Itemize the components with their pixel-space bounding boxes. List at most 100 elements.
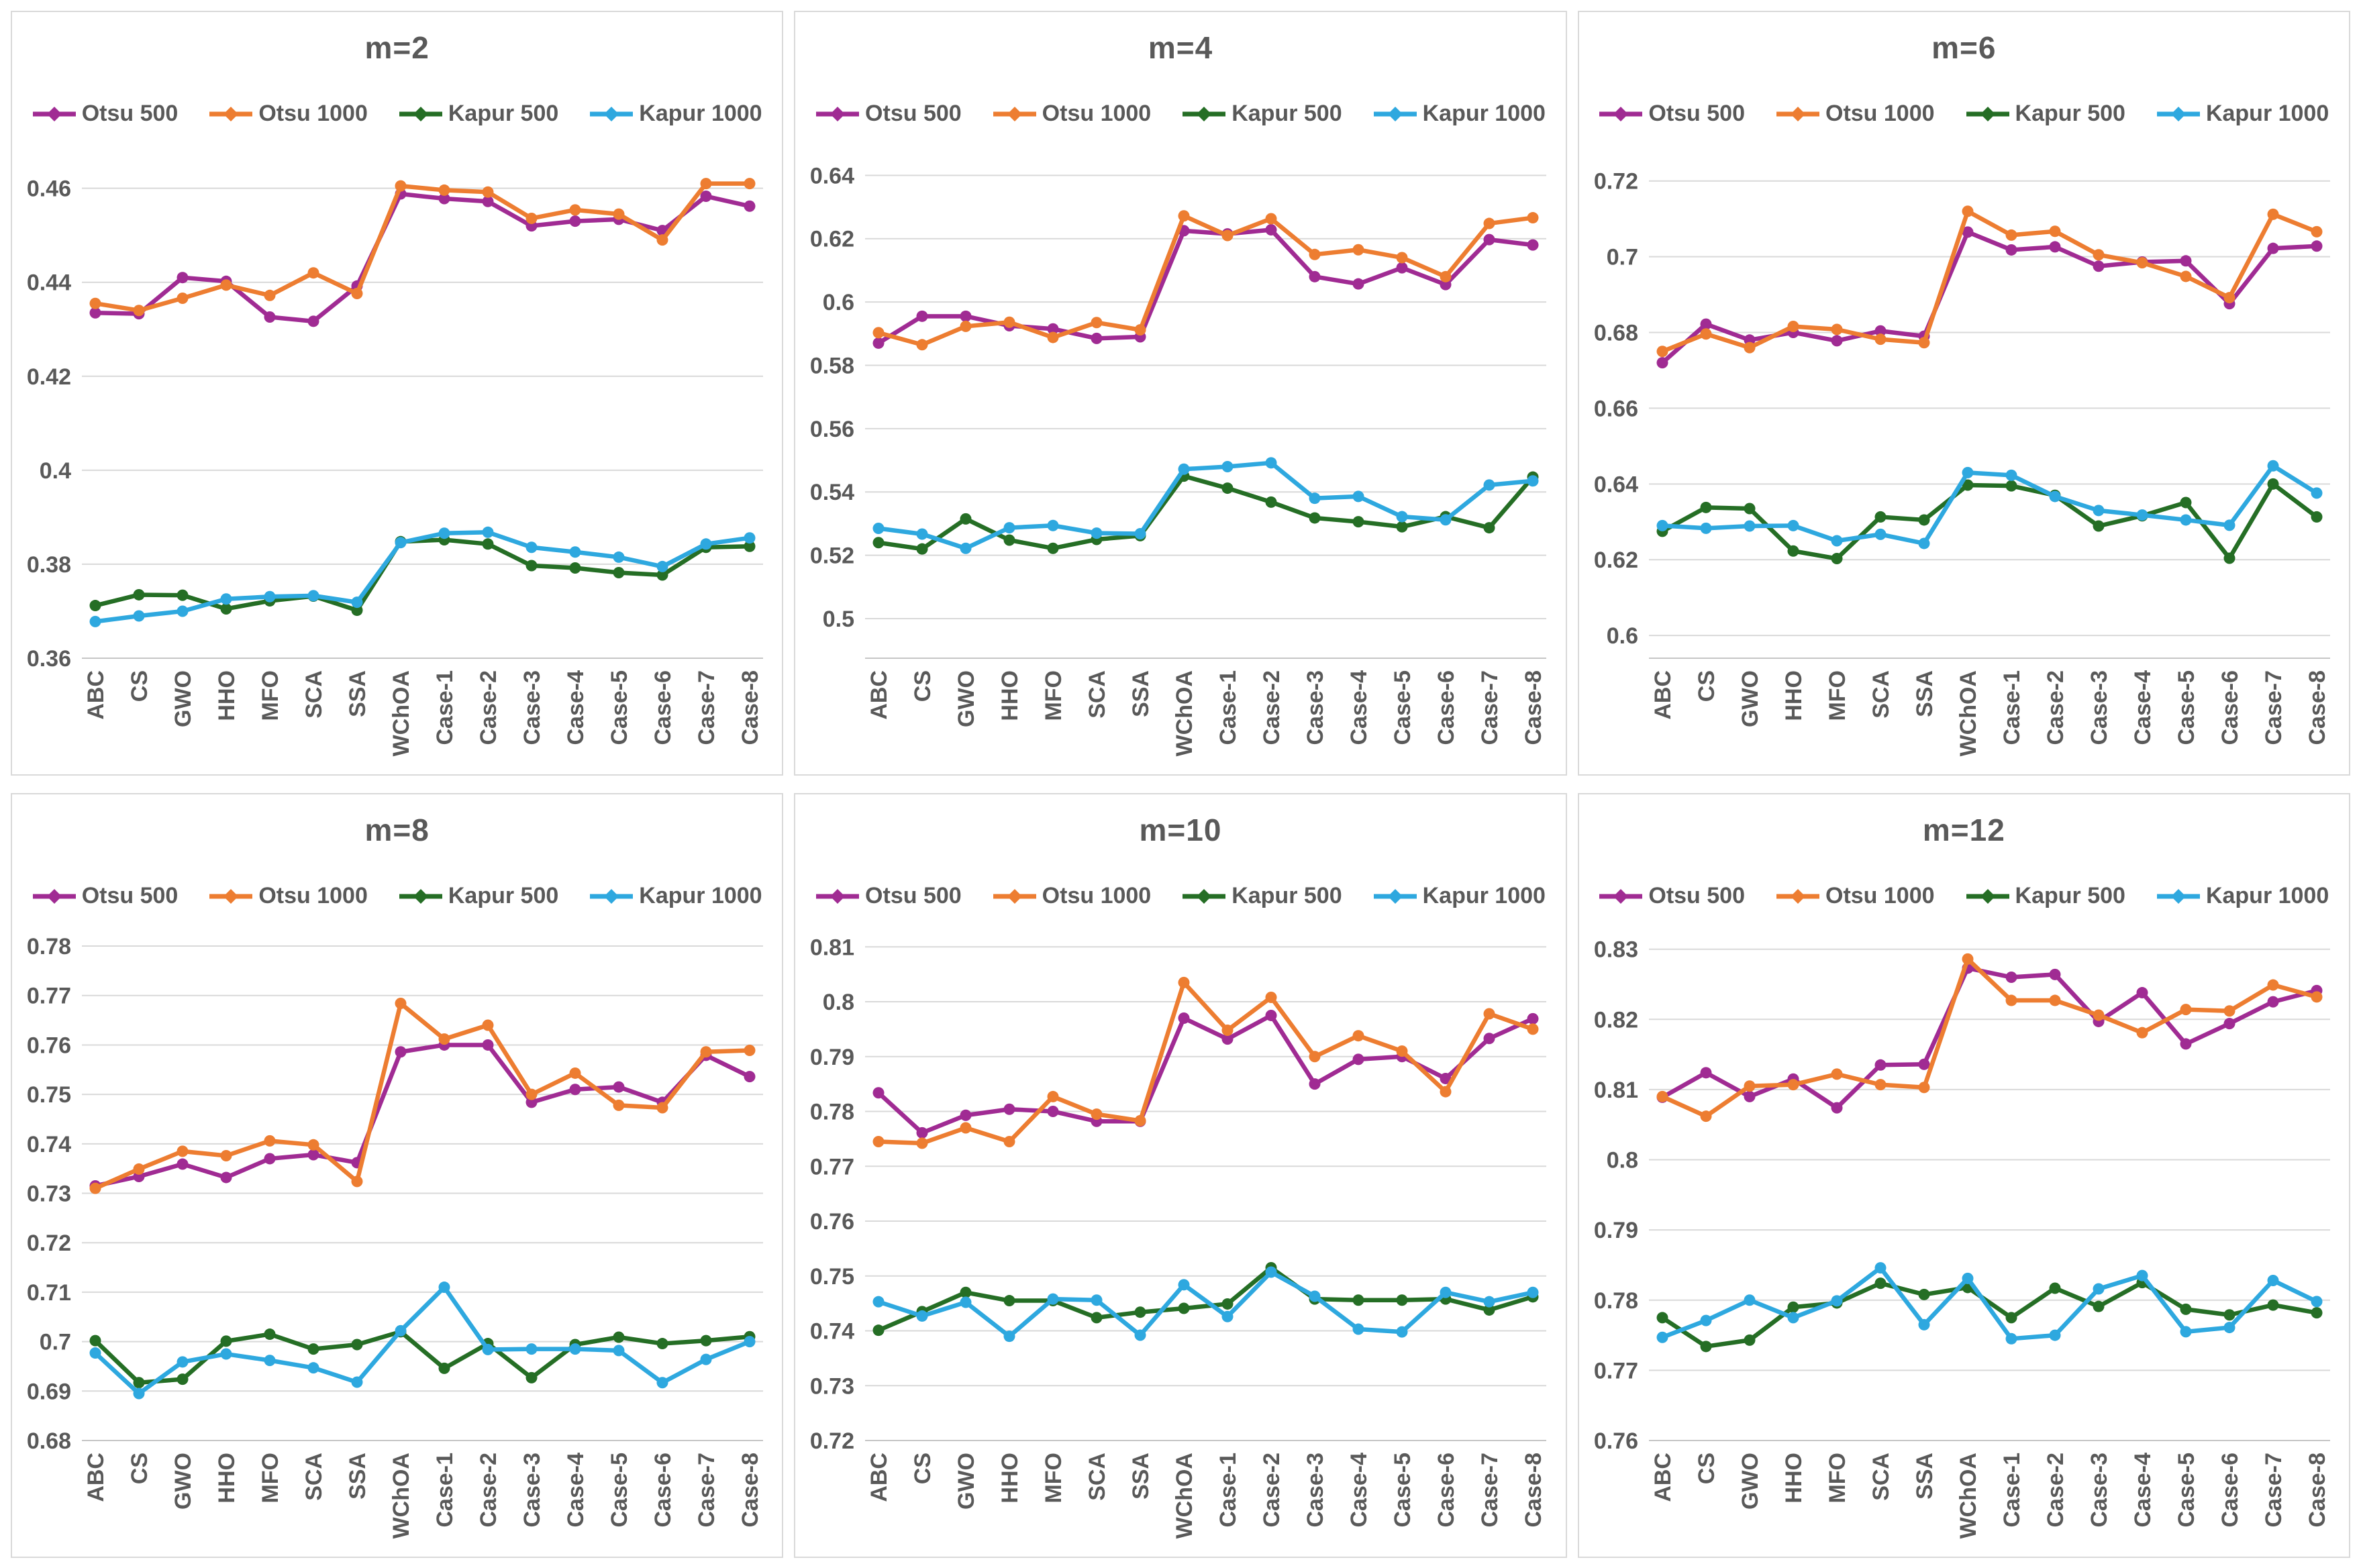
legend-marker-kapur-500-icon	[399, 888, 442, 904]
legend-label: Kapur 500	[448, 101, 559, 126]
x-tick-label: HHO	[214, 670, 240, 721]
x-tick-label: WChOA	[1956, 670, 1981, 756]
x-tick-label: WChOA	[389, 670, 414, 756]
series-points-otsu-500	[89, 188, 756, 327]
y-tick-label: 0.76	[1593, 1428, 1638, 1454]
y-tick-label: 0.78	[1593, 1288, 1638, 1314]
series-line-kapur-500	[876, 1265, 1536, 1332]
x-tick-label: Case-7	[2261, 1453, 2287, 1528]
chart-title: m=10	[1139, 813, 1222, 847]
y-tick-label: 0.36	[27, 646, 71, 672]
x-tick-label: MFO	[1041, 1453, 1066, 1504]
y-tick-label: 0.6	[1606, 623, 1638, 649]
y-tick-label: 0.79	[810, 1045, 854, 1070]
y-tick-label: 0.77	[1593, 1358, 1638, 1383]
x-tick-label: CS	[127, 670, 152, 702]
gridlines	[865, 174, 1547, 620]
x-tick-label: SSA	[345, 670, 370, 717]
x-tick-label: Case-3	[2087, 670, 2112, 745]
series-line-otsu-1000	[876, 980, 1536, 1146]
x-tick-label: WChOA	[389, 1453, 414, 1538]
y-tick-label: 0.72	[810, 1428, 854, 1454]
x-tick-label: CS	[1694, 670, 1719, 702]
x-tick-label: ABC	[866, 670, 892, 720]
y-tick-label: 0.42	[27, 364, 71, 390]
y-tick-label: 0.71	[27, 1280, 71, 1306]
legend-item-otsu-1000: Otsu 1000	[209, 883, 368, 909]
y-tick-label: 0.64	[810, 163, 854, 189]
x-tick-label: MFO	[1825, 1453, 1850, 1504]
series-points-otsu-1000	[1656, 205, 2323, 358]
legend-marker-kapur-500-icon	[399, 106, 442, 121]
series-points-kapur-1000	[89, 526, 756, 627]
legend-item-kapur-1000: Kapur 1000	[589, 101, 762, 127]
legend-label: Otsu 500	[1648, 101, 1745, 126]
y-axis-labels: 0.36 0.38 0.4 0.42 0.44 0.46	[27, 176, 71, 672]
y-tick-label: 0.77	[27, 984, 71, 1009]
y-axis-labels: 0.76 0.77 0.78 0.79 0.8 0.81 0.82 0.83	[1593, 937, 1638, 1454]
series-line-otsu-1000	[876, 213, 1536, 348]
y-tick-label: 0.68	[1593, 321, 1638, 346]
series-line-otsu-500	[1660, 965, 2319, 1110]
y-axis-labels: 0.5 0.52 0.54 0.56 0.58 0.6 0.62 0.64	[810, 163, 854, 632]
y-tick-label: 0.81	[1593, 1078, 1638, 1103]
y-tick-label: 0.58	[810, 353, 854, 378]
y-tick-label: 0.82	[1593, 1007, 1638, 1033]
y-tick-label: 0.83	[1593, 937, 1638, 963]
legend-marker-otsu-500-icon	[816, 106, 860, 121]
x-tick-label: WChOA	[1172, 1453, 1197, 1538]
y-tick-label: 0.44	[27, 270, 71, 296]
plot-area-m-8: 0.68 0.69 0.7 0.71 0.72 0.73 0.74 0.75 0.76 0.77 0…	[27, 934, 763, 1538]
y-tick-label: 0.62	[1593, 547, 1638, 573]
chart-legend: Otsu 500 Otsu 1000 Kapur 500 Kapur 1000	[795, 883, 1565, 909]
x-tick-label: SSA	[1128, 670, 1154, 717]
legend-label: Otsu 500	[865, 883, 962, 908]
gridlines	[1648, 180, 2330, 637]
chart-panel-m-12: m=12 Otsu 500 Otsu 1000 Kapur 500 Kapur 1000…	[1577, 793, 2350, 1558]
x-axis-labels: ABC CS GWO HHO MFO SCA SSA WChOA Case-1 Case-2 Cas…	[866, 670, 1546, 757]
x-tick-label: ABC	[83, 670, 109, 720]
legend-label: Kapur 500	[448, 883, 559, 908]
legend-item-kapur-500: Kapur 500	[1182, 883, 1342, 909]
x-tick-label: Case-7	[694, 670, 719, 745]
x-tick-label: Case-2	[476, 1453, 501, 1528]
y-tick-label: 0.72	[1593, 169, 1638, 195]
x-axis-labels: ABC CS GWO HHO MFO SCA SSA WChOA Case-1 Case-2 Cas…	[1650, 670, 2330, 757]
x-tick-label: Case-2	[1259, 670, 1285, 745]
y-tick-label: 0.76	[27, 1033, 71, 1058]
legend-marker-kapur-500-icon	[1183, 888, 1226, 904]
legend-item-otsu-500: Otsu 500	[1599, 101, 1745, 127]
x-tick-label: Case-6	[650, 1453, 676, 1528]
series-line-kapur-1000	[93, 1285, 752, 1396]
chart-panel-m-10: m=10 Otsu 500 Otsu 1000 Kapur 500 Kapur 1000…	[794, 793, 1567, 1558]
legend-marker-otsu-1000-icon	[209, 888, 253, 904]
x-tick-label: Case-6	[1434, 1453, 1459, 1528]
y-tick-label: 0.52	[810, 543, 854, 569]
legend-item-otsu-500: Otsu 500	[32, 883, 178, 909]
x-tick-label: MFO	[1041, 670, 1066, 721]
x-tick-label: GWO	[1738, 670, 1763, 727]
x-tick-label: Case-8	[2305, 1453, 2330, 1528]
legend-label: Otsu 1000	[258, 101, 368, 126]
x-tick-label: Case-6	[1434, 670, 1459, 745]
y-tick-label: 0.76	[810, 1209, 854, 1235]
x-tick-label: CS	[910, 670, 936, 702]
chart-legend: Otsu 500 Otsu 1000 Kapur 500 Kapur 1000	[12, 101, 782, 127]
legend-marker-otsu-500-icon	[1599, 106, 1643, 121]
y-tick-label: 0.73	[810, 1373, 854, 1399]
series-points-otsu-1000	[872, 210, 1539, 351]
legend-item-otsu-1000: Otsu 1000	[209, 101, 368, 127]
series-line-otsu-1000	[1660, 957, 2319, 1118]
x-tick-label: Case-3	[1303, 1453, 1328, 1528]
x-tick-label: Case-4	[563, 670, 589, 745]
x-tick-label: GWO	[170, 670, 196, 727]
x-tick-label: Case-7	[1477, 1453, 1503, 1528]
chart-legend: Otsu 500 Otsu 1000 Kapur 500 Kapur 1000	[795, 101, 1565, 127]
x-tick-label: Case-5	[607, 1453, 632, 1528]
y-tick-label: 0.46	[27, 176, 71, 202]
x-tick-label: Case-6	[2217, 1453, 2243, 1528]
series-points-otsu-500	[1656, 962, 2323, 1114]
legend-item-kapur-1000: Kapur 1000	[2156, 101, 2329, 127]
chart-title: m=8	[364, 813, 430, 847]
